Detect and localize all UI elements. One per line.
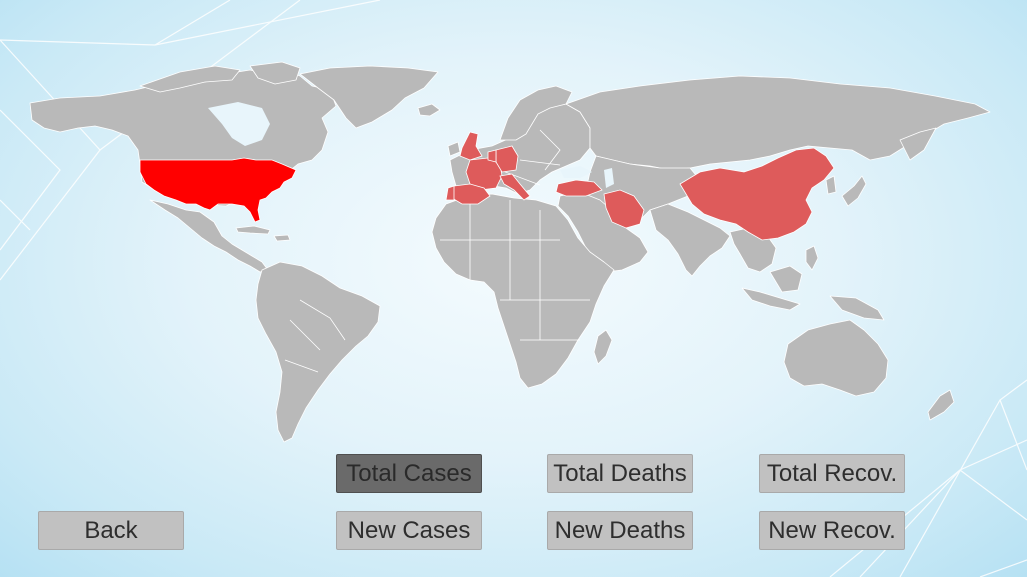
- map-region-australia[interactable]: [783, 319, 889, 397]
- total-deaths-button[interactable]: Total Deaths: [547, 454, 693, 493]
- map-region-new-guinea[interactable]: [829, 295, 885, 321]
- map-country-iran[interactable]: [603, 189, 645, 229]
- map-region-korea[interactable]: [825, 175, 837, 195]
- new-recovered-button[interactable]: New Recov.: [759, 511, 905, 550]
- map-region-hispaniola[interactable]: [273, 234, 291, 242]
- map-region-kamchatka[interactable]: [899, 127, 937, 161]
- map-region-south-america[interactable]: [255, 261, 381, 443]
- new-deaths-button[interactable]: New Deaths: [547, 511, 693, 550]
- map-country-united-kingdom[interactable]: [459, 131, 483, 161]
- map-region-indonesia[interactable]: [741, 287, 801, 311]
- map-country-china[interactable]: [679, 147, 835, 241]
- map-country-benelux[interactable]: [487, 149, 497, 163]
- map-region-madagascar[interactable]: [593, 329, 613, 365]
- back-button[interactable]: Back: [38, 511, 184, 550]
- map-country-germany[interactable]: [495, 145, 519, 173]
- total-recovered-button[interactable]: Total Recov.: [759, 454, 905, 493]
- map-region-cuba[interactable]: [235, 225, 271, 235]
- map-country-italy[interactable]: [499, 173, 531, 201]
- map-region-india[interactable]: [649, 203, 731, 277]
- map-region-iceland[interactable]: [417, 103, 441, 117]
- map-region-philippines[interactable]: [805, 245, 819, 271]
- map-region-greenland[interactable]: [299, 65, 439, 129]
- map-region-borneo[interactable]: [769, 265, 803, 293]
- map-region-japan[interactable]: [841, 175, 867, 207]
- map-country-united-states[interactable]: [139, 157, 297, 223]
- total-cases-button[interactable]: Total Cases: [336, 454, 482, 493]
- map-region-africa[interactable]: [431, 193, 615, 389]
- map-country-portugal[interactable]: [445, 185, 455, 201]
- map-region-arctic-islands[interactable]: [139, 65, 241, 93]
- map-region-new-zealand[interactable]: [927, 389, 955, 421]
- map-region-baffin-island[interactable]: [249, 61, 301, 85]
- new-cases-button[interactable]: New Cases: [336, 511, 482, 550]
- map-region-russia[interactable]: [565, 75, 991, 171]
- map-country-turkey[interactable]: [555, 179, 603, 197]
- map-country-ireland[interactable]: [447, 141, 461, 157]
